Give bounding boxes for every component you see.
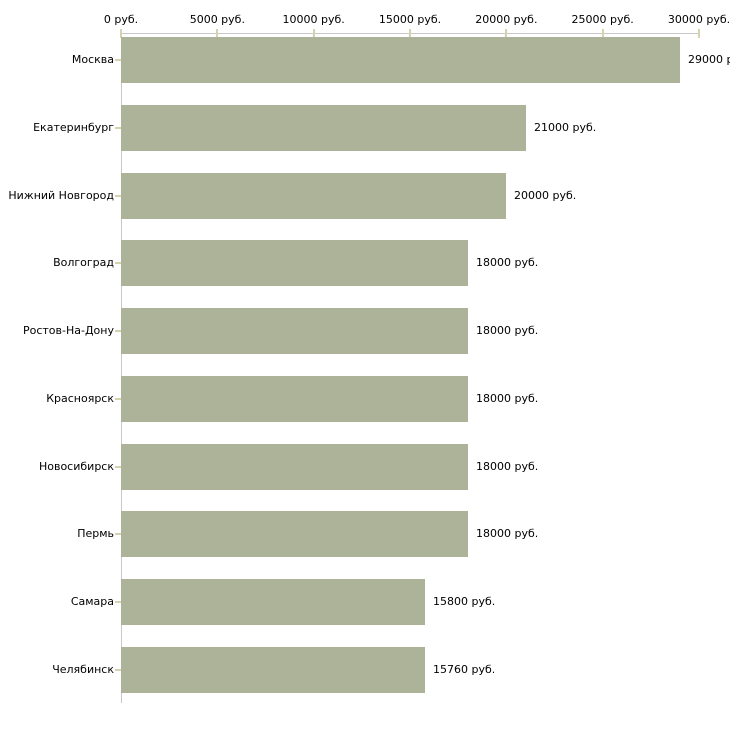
category-tick-mark [115, 330, 121, 332]
bar [121, 647, 425, 693]
value-label: 20000 руб. [514, 189, 577, 202]
category-tick-mark [115, 398, 121, 400]
value-label: 18000 руб. [476, 324, 539, 337]
x-axis-tick-mark [601, 29, 604, 38]
category-label: Новосибирск [38, 460, 114, 473]
value-label: 15760 руб. [433, 663, 496, 676]
x-axis-tick-mark [120, 29, 122, 38]
x-axis-tick-label: 10000 руб. [282, 13, 345, 26]
category-label: Москва [71, 53, 114, 66]
x-axis-tick-label: 30000 руб. [667, 13, 730, 26]
value-label: 21000 руб. [534, 121, 597, 134]
x-axis-tick-label: 5000 руб. [189, 13, 245, 26]
category-tick-mark [115, 533, 121, 535]
category-tick-mark [115, 262, 121, 264]
category-label: Пермь [77, 527, 114, 540]
value-label: 29000 руб. [688, 53, 730, 66]
value-label: 18000 руб. [476, 256, 539, 269]
category-label: Красноярск [46, 392, 114, 405]
category-tick-mark [115, 601, 121, 603]
category-tick-mark [115, 669, 121, 671]
bar [121, 511, 468, 557]
x-axis-tick-label: 15000 руб. [378, 13, 442, 26]
x-axis-tick-mark [216, 29, 219, 38]
category-tick-mark [115, 127, 121, 129]
x-axis-tick-mark [409, 29, 411, 38]
category-tick-mark [115, 466, 121, 468]
bar [121, 579, 425, 625]
value-label: 18000 руб. [476, 392, 539, 405]
x-axis-tick-label: 25000 руб. [571, 13, 634, 26]
bar [121, 173, 506, 219]
bar [121, 240, 468, 286]
bar [121, 37, 680, 83]
bar [121, 376, 468, 422]
category-tick-mark [115, 59, 121, 61]
x-axis-tick-label: 0 руб. [103, 13, 139, 26]
category-tick-mark [115, 195, 121, 197]
x-axis-tick-mark [312, 29, 315, 38]
value-label: 18000 руб. [476, 460, 539, 473]
category-label: Екатеринбург [33, 121, 114, 134]
x-axis-tick-label: 20000 руб. [475, 13, 538, 26]
value-label: 15800 руб. [433, 595, 496, 608]
bar [121, 308, 468, 354]
category-label: Ростов-На-Дону [22, 324, 114, 337]
category-label: Челябинск [52, 663, 114, 676]
bar [121, 444, 468, 490]
category-label: Самара [70, 595, 114, 608]
x-axis-tick-mark [698, 29, 700, 38]
category-label: Волгоград [53, 256, 114, 269]
category-label: Нижний Новгород [8, 189, 114, 202]
x-axis-tick-mark [505, 29, 508, 38]
bar [121, 105, 526, 151]
value-label: 18000 руб. [476, 527, 539, 540]
